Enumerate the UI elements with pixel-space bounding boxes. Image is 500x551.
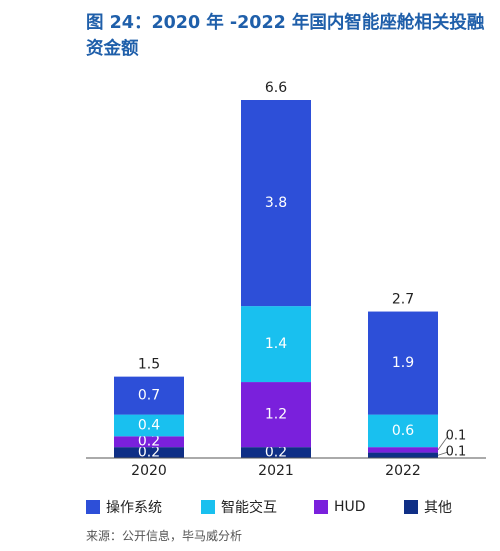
total-label-2020: 1.5 xyxy=(138,357,160,373)
bar-segment-2021-2 xyxy=(241,306,311,383)
legend-item-hud: HUD xyxy=(314,496,366,518)
data-label-2022-2: 0.6 xyxy=(392,423,414,439)
data-label-2020-2: 0.4 xyxy=(138,417,160,433)
bar-segment-2020-3 xyxy=(114,376,184,415)
data-label-2021-3: 3.8 xyxy=(265,195,287,211)
legend-item-interaction: 智能交互 xyxy=(201,496,277,518)
legend-label-os: 操作系统 xyxy=(106,500,162,516)
chart-title: 图 24：2020 年 -2022 年国内智能座舱相关投融资金额 xyxy=(86,13,485,59)
legend-swatch-interaction xyxy=(201,500,215,514)
legend-swatch-other xyxy=(404,500,418,514)
data-label-2021-1: 1.2 xyxy=(265,407,287,423)
x-tick-label-2022: 2022 xyxy=(385,463,421,479)
bar-segment-2020-1 xyxy=(114,436,184,448)
legend-swatch-hud xyxy=(314,500,328,514)
data-label-2020-3: 0.7 xyxy=(138,388,160,404)
data-label-2020-1: 0.2 xyxy=(138,434,160,450)
legend-label-hud: HUD xyxy=(334,499,366,515)
bar-segment-2021-3 xyxy=(241,100,311,307)
total-label-2022: 2.7 xyxy=(392,292,414,308)
bar-segment-2020-2 xyxy=(114,414,184,437)
total-label-2021: 6.6 xyxy=(265,80,287,96)
source-note: 来源：公开信息，毕马威分析 xyxy=(86,529,243,543)
bar-segment-2020-0 xyxy=(114,447,184,458)
data-label-2022-other-outside: 0.1 xyxy=(446,445,467,460)
bar-segment-2022-2 xyxy=(368,414,438,448)
legend-item-other: 其他 xyxy=(404,496,452,518)
legend-swatch-os xyxy=(86,500,100,514)
callout-line-other-2022 xyxy=(437,451,449,456)
bar-segment-2022-1 xyxy=(368,447,438,453)
data-label-2022-3: 1.9 xyxy=(392,355,414,371)
bar-segment-2021-0 xyxy=(241,447,311,458)
x-tick-label-2020: 2020 xyxy=(131,463,167,479)
callout-line-hud-2022 xyxy=(437,435,449,451)
legend-label-other: 其他 xyxy=(424,500,452,516)
x-tick-label-2021: 2021 xyxy=(258,463,294,479)
data-label-2021-0: 0.2 xyxy=(265,445,287,461)
legend-label-interaction: 智能交互 xyxy=(221,500,277,516)
legend: 操作系统 智能交互 HUD 其他 xyxy=(86,496,486,518)
data-label-2022-hud-outside: 0.1 xyxy=(446,429,467,444)
bar-segment-2022-3 xyxy=(368,311,438,415)
data-label-2020-0: 0.2 xyxy=(138,445,160,461)
legend-item-os: 操作系统 xyxy=(86,496,162,518)
data-label-2021-2: 1.4 xyxy=(265,336,287,352)
bar-segment-2022-0 xyxy=(368,452,438,458)
bar-segment-2021-1 xyxy=(241,382,311,448)
